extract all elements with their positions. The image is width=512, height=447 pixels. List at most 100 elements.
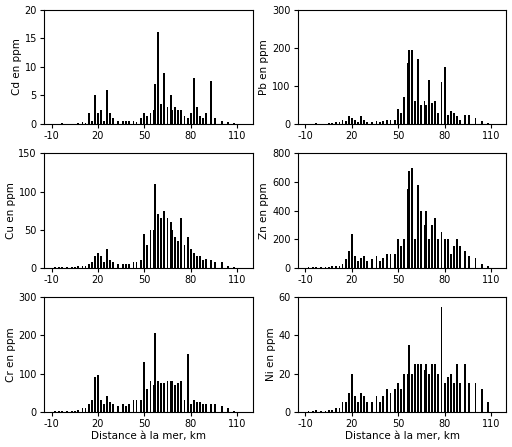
Bar — [171, 230, 173, 268]
Bar — [423, 370, 425, 412]
Bar — [345, 402, 347, 412]
Bar — [153, 230, 155, 268]
Bar — [338, 408, 340, 412]
Bar — [315, 267, 317, 268]
Bar — [320, 411, 322, 412]
Bar — [354, 119, 356, 124]
Bar — [133, 121, 134, 124]
Bar — [464, 114, 465, 124]
Bar — [397, 239, 399, 268]
Bar — [382, 258, 383, 268]
Bar — [397, 383, 399, 412]
Bar — [351, 233, 353, 268]
Bar — [163, 72, 165, 124]
Bar — [434, 364, 436, 412]
Bar — [187, 354, 188, 412]
Bar — [411, 50, 413, 124]
Bar — [376, 121, 377, 124]
Bar — [97, 253, 99, 268]
Bar — [122, 264, 123, 268]
Bar — [371, 259, 373, 268]
Bar — [456, 364, 458, 412]
Bar — [420, 211, 422, 268]
Bar — [88, 113, 90, 124]
Bar — [360, 392, 362, 412]
Bar — [91, 400, 93, 412]
Bar — [205, 259, 207, 268]
Bar — [420, 105, 422, 124]
Bar — [481, 121, 483, 124]
Bar — [97, 113, 99, 124]
Bar — [180, 218, 182, 268]
Bar — [394, 253, 396, 268]
Bar — [84, 408, 87, 412]
Bar — [464, 364, 465, 412]
Bar — [328, 123, 330, 124]
Y-axis label: Cd en ppm: Cd en ppm — [12, 38, 22, 95]
Bar — [379, 402, 380, 412]
Bar — [437, 113, 439, 124]
Bar — [464, 251, 465, 268]
Bar — [423, 225, 425, 268]
Bar — [403, 239, 406, 268]
Bar — [202, 260, 204, 268]
Y-axis label: Pb en ppm: Pb en ppm — [260, 39, 269, 95]
Bar — [187, 118, 188, 124]
Bar — [417, 59, 419, 124]
Bar — [437, 239, 439, 268]
Bar — [133, 262, 134, 268]
Bar — [61, 411, 63, 412]
Bar — [117, 406, 119, 412]
Bar — [187, 237, 188, 268]
Y-axis label: Zn en ppm: Zn en ppm — [260, 182, 269, 239]
Bar — [338, 266, 340, 268]
Bar — [166, 107, 168, 124]
Bar — [411, 374, 413, 412]
Bar — [199, 115, 201, 124]
Bar — [100, 257, 102, 268]
Bar — [312, 267, 314, 268]
Bar — [77, 410, 79, 412]
Bar — [487, 123, 489, 124]
Bar — [100, 110, 102, 124]
Bar — [481, 389, 483, 412]
Bar — [71, 123, 73, 124]
Bar — [146, 245, 148, 268]
Bar — [61, 267, 63, 268]
Bar — [215, 262, 217, 268]
Bar — [110, 113, 111, 124]
Bar — [367, 122, 368, 124]
Bar — [414, 239, 416, 268]
Bar — [113, 404, 114, 412]
Bar — [91, 262, 93, 268]
Bar — [140, 260, 142, 268]
Bar — [74, 123, 76, 124]
Bar — [136, 400, 138, 412]
Bar — [428, 239, 430, 268]
Bar — [407, 374, 409, 412]
Bar — [440, 232, 442, 268]
Bar — [233, 411, 235, 412]
Bar — [215, 404, 217, 412]
Bar — [325, 411, 327, 412]
Bar — [379, 261, 380, 268]
Bar — [345, 259, 347, 268]
Bar — [58, 123, 60, 124]
Bar — [363, 120, 365, 124]
Bar — [100, 400, 102, 412]
Bar — [431, 225, 433, 268]
Bar — [125, 406, 126, 412]
Bar — [315, 123, 317, 124]
Bar — [77, 123, 79, 124]
Bar — [74, 411, 76, 412]
Bar — [177, 383, 179, 412]
Bar — [91, 121, 93, 124]
Bar — [363, 396, 365, 412]
Bar — [94, 96, 96, 124]
Bar — [117, 264, 119, 268]
Bar — [308, 267, 309, 268]
Bar — [328, 410, 330, 412]
Bar — [390, 253, 391, 268]
Bar — [154, 84, 156, 124]
Bar — [81, 408, 83, 412]
